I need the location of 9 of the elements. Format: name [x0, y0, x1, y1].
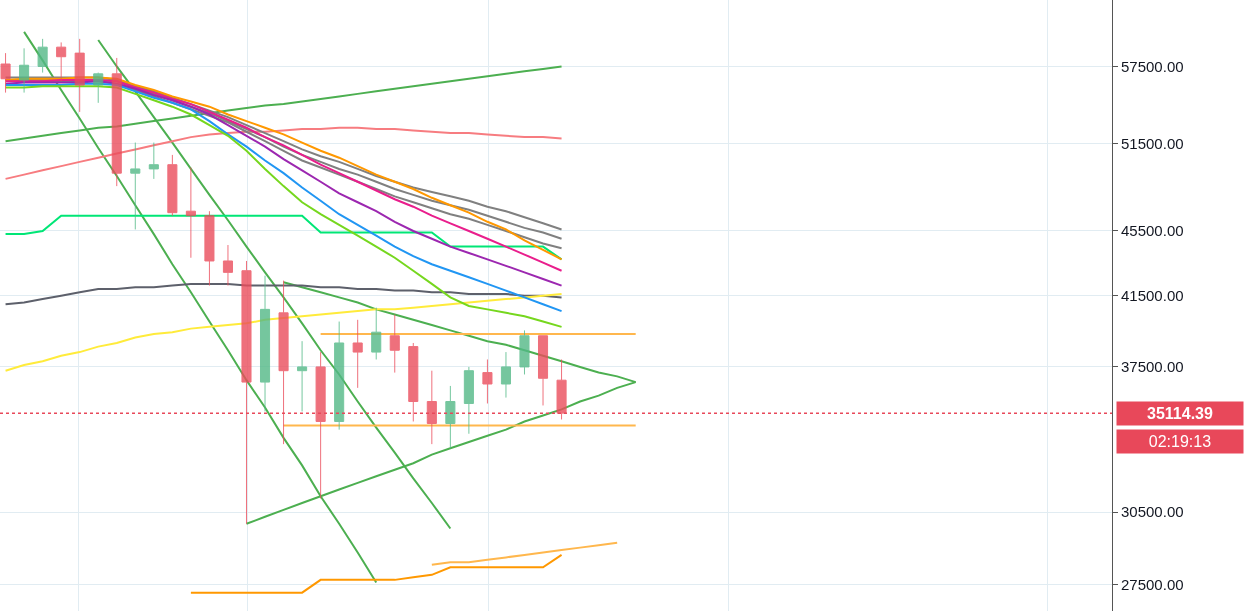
- y-tick-label: 45500.00: [1121, 222, 1184, 240]
- text: 02:19:13: [1148, 433, 1212, 450]
- y-tick-label: 30500.00: [1121, 503, 1184, 521]
- ref-line-label: 35114.39: [1147, 405, 1213, 422]
- y-tick-label: 51500.00: [1121, 135, 1184, 153]
- y-tick-label: 41500.00: [1121, 286, 1184, 304]
- y-tick-label: 27500.00: [1121, 576, 1184, 594]
- y-tick-label: 37500.00: [1121, 358, 1184, 376]
- y-tick-label: 57500.00: [1121, 57, 1184, 75]
